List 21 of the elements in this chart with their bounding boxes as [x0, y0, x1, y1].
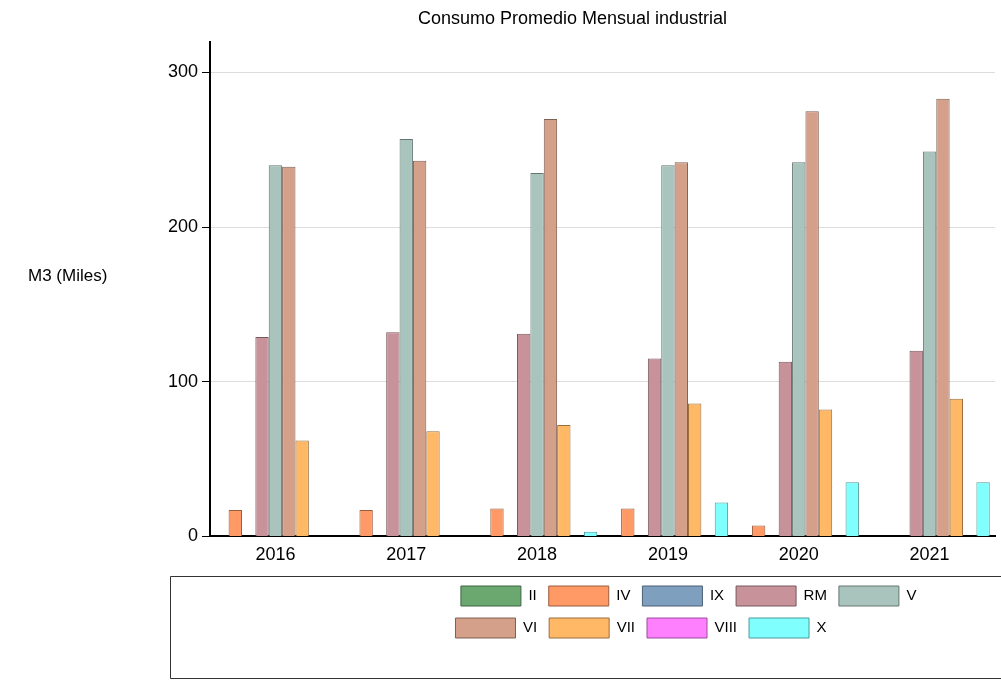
chart-title: Consumo Promedio Mensual industrial — [417, 7, 728, 28]
y-tick-label: 0 — [187, 525, 198, 546]
x-tick-label: 2021 — [909, 544, 950, 565]
legend-label: X — [816, 618, 827, 636]
legend-label: VIII — [714, 618, 738, 636]
y-tick-label: 100 — [167, 370, 198, 391]
legend-label: II — [528, 586, 537, 604]
x-tick-label: 2017 — [386, 544, 427, 565]
legend-label: IX — [709, 586, 725, 604]
legend-label: VI — [523, 618, 538, 636]
x-tick-label: 2016 — [255, 544, 296, 565]
y-tick-label: 200 — [167, 216, 198, 237]
legend-label: RM — [803, 586, 827, 604]
x-tick-label: 2020 — [778, 544, 819, 565]
legend-label: VII — [616, 618, 636, 636]
legend-label: V — [906, 586, 917, 604]
y-axis-title: M3 (Miles) — [28, 266, 108, 286]
y-tick-label: 300 — [167, 61, 198, 82]
x-tick-label: 2019 — [647, 544, 688, 565]
legend-label: IV — [616, 586, 631, 604]
x-tick-label: 2018 — [517, 544, 558, 565]
